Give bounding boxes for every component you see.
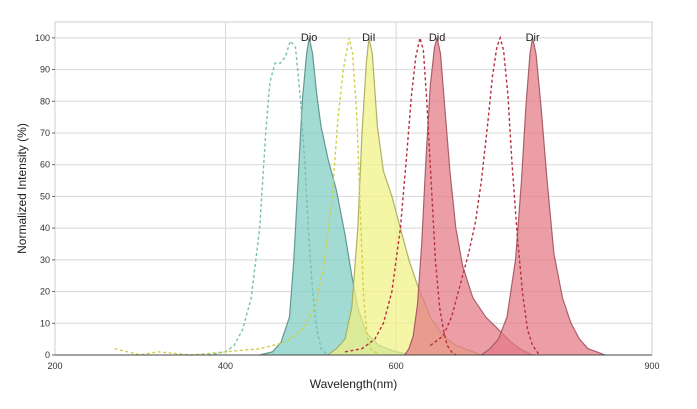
emission-area-dii xyxy=(327,37,482,356)
series-label-dii: DiI xyxy=(362,32,375,44)
emission-line-did xyxy=(404,37,533,356)
x-tick-label: 900 xyxy=(644,361,659,371)
x-tick-label: 200 xyxy=(47,361,62,371)
y-tick-label: 0 xyxy=(45,350,50,360)
tick-labels: 0 10 20 30 40 50 60 70 80 90 100 200 400 600 900 xyxy=(35,33,660,371)
axes xyxy=(52,37,652,356)
excitation-curve-dio xyxy=(208,39,329,356)
y-tick-label: 20 xyxy=(40,287,50,297)
excitation-curve-did xyxy=(344,37,457,356)
y-tick-label: 40 xyxy=(40,223,50,233)
y-tick-label: 80 xyxy=(40,96,50,106)
series-labels: Dio DiI Did Dir xyxy=(301,32,540,44)
x-tick-label: 400 xyxy=(218,361,233,371)
series-label-dio: Dio xyxy=(301,32,318,44)
y-tick-label: 90 xyxy=(40,65,50,75)
x-axis-label: Wavelength(nm) xyxy=(310,377,398,391)
y-tick-label: 50 xyxy=(40,191,50,201)
emission-area-dio xyxy=(259,37,414,356)
series-label-did: Did xyxy=(429,32,446,44)
y-tick-label: 70 xyxy=(40,128,50,138)
excitation-curve-dii xyxy=(114,37,380,356)
excitation-curve-dir xyxy=(429,35,540,356)
y-tick-label: 30 xyxy=(40,255,50,265)
emission-area-dir xyxy=(481,37,606,356)
excitation-curves xyxy=(114,35,540,356)
series-label-dir: Dir xyxy=(526,32,540,44)
y-axis-label: Normalized Intensity (%) xyxy=(15,123,29,254)
y-tick-label: 60 xyxy=(40,160,50,170)
emission-line-dir xyxy=(481,37,606,356)
x-tick-label: 600 xyxy=(389,361,404,371)
y-tick-label: 10 xyxy=(40,318,50,328)
y-tick-label: 100 xyxy=(35,33,50,43)
